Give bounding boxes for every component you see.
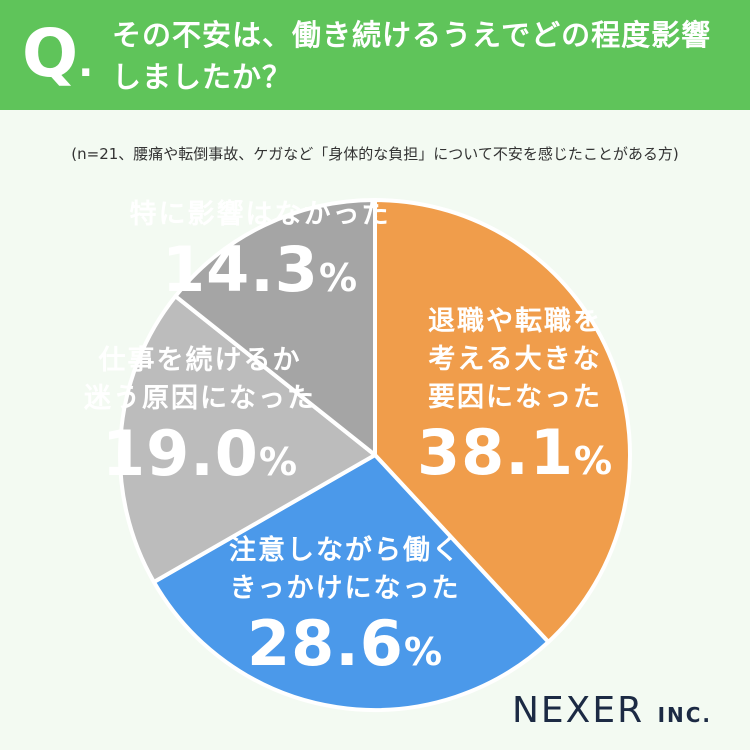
slice-percent: 38.1% (417, 416, 614, 489)
pie-slice-2 (151, 453, 551, 712)
q-mark: Q. (22, 15, 94, 92)
slice-caption: 考える大きな (428, 344, 602, 375)
slice-label-1: 退職や転職を 考える大きな 要因になった 38.1% (417, 303, 613, 497)
pie-slice-1 (373, 198, 632, 644)
question-header: Q. その不安は、働き続けるうえでどの程度影響しましたか？ (0, 0, 750, 110)
slice-label-4: 特に影響はなかった 14.3% (130, 196, 391, 314)
slice-caption: 要因になった (428, 382, 603, 413)
pie-slice-4 (173, 198, 377, 457)
slice-caption: 退職や転職を (428, 306, 603, 337)
slice-percent: 28.6% (246, 607, 444, 680)
sample-note: (n=21、腰痛や転倒事故、ケガなど「身体的な負担」について不安を感じたことがあ… (71, 145, 679, 163)
slice-caption: 特に影響はなかった (129, 199, 391, 230)
question-text: その不安は、働き続けるうえでどの程度影響しましたか？ (112, 18, 712, 94)
slice-caption: 仕事を続けるか (98, 345, 302, 376)
company-logo: NEXER INC. (512, 690, 713, 731)
slice-caption: 迷う原因になった (84, 383, 316, 414)
pie-slice-3 (118, 294, 377, 585)
slice-caption: 注意しながら働く (229, 535, 461, 566)
slice-percent: 14.3% (161, 233, 359, 306)
slice-label-2: 注意しながら働く きっかけになった 28.6% (229, 532, 461, 688)
slice-percent: 19.0% (101, 417, 299, 490)
slice-caption: きっかけになった (229, 573, 461, 604)
slice-label-3: 仕事を続けるか 迷う原因になった 19.0% (84, 342, 316, 498)
